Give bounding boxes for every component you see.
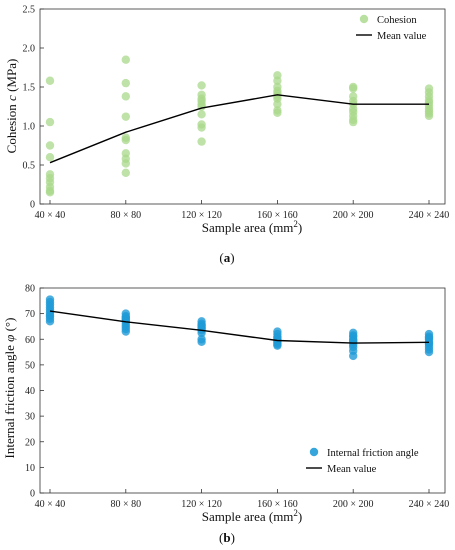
data-point: [121, 327, 130, 336]
plot-area-a: [39, 8, 446, 205]
y-tick-label: 80: [25, 284, 35, 295]
x-tick-label: 80 × 80: [110, 210, 141, 221]
x-tick-label: 40 × 40: [35, 499, 66, 510]
y-ticks-b: 0 10 20 30 40 50 60 70 80: [25, 284, 44, 500]
data-point: [349, 84, 358, 93]
x-axis-label-a: Sample area (mm2): [202, 219, 303, 235]
data-point: [121, 168, 130, 177]
data-point: [121, 92, 130, 101]
legend-marker-cohesion: [359, 14, 369, 24]
legend-label-friction: Internal friction angle: [327, 448, 419, 459]
mean-line-b: [49, 310, 430, 344]
data-point: [424, 347, 434, 357]
caption-a: (a): [219, 250, 234, 265]
y-tick-label: 1.5: [23, 83, 36, 94]
x-ticks-a: 40 × 40 80 × 80 120 × 120 160 × 160 200 × 20…: [35, 200, 450, 221]
data-point: [197, 110, 206, 119]
data-point: [197, 81, 206, 90]
data-point: [121, 112, 130, 121]
data-point: [197, 137, 206, 146]
mean-line-a: [49, 94, 429, 164]
data-point: [424, 111, 434, 121]
y-tick-label: 0: [30, 200, 35, 211]
data-point: [121, 78, 130, 88]
legend-b: Internal friction angle Mean value: [306, 447, 419, 475]
x-tick-label: 120 × 120: [181, 499, 222, 510]
x-tick-label: 160 × 160: [257, 499, 298, 510]
data-point: [273, 76, 282, 85]
points-b: [45, 295, 434, 361]
data-point: [45, 141, 55, 150]
y-tick-label: 50: [25, 360, 35, 371]
data-point: [273, 341, 282, 350]
data-point: [45, 153, 55, 162]
data-point: [121, 135, 130, 145]
data-point: [45, 76, 55, 85]
data-point: [349, 117, 358, 127]
y-tick-label: 0: [30, 489, 35, 500]
x-tick-label: 200 × 200: [333, 499, 374, 510]
data-point: [273, 99, 282, 109]
legend-label-mean-a: Mean value: [377, 31, 427, 42]
x-axis-label-b: Sample area (mm2): [202, 508, 303, 524]
data-point: [273, 108, 282, 117]
data-point: [197, 337, 206, 347]
y-tick-label: 30: [25, 412, 35, 423]
y-tick-label: 0.5: [23, 161, 36, 172]
y-tick-label: 1.0: [23, 122, 36, 133]
panel-a: 0 0.5 1.0 1.5 2.0 2.5 40 × 40 80 × 80 120 × 120…: [4, 5, 449, 266]
x-ticks-b: 40 × 40 80 × 80 120 × 120 160 × 160 200 × 20…: [35, 489, 450, 510]
y-ticks-a: 0 0.5 1.0 1.5 2.0 2.5: [23, 5, 44, 211]
x-tick-label: 160 × 160: [257, 210, 298, 221]
y-tick-label: 2.0: [23, 44, 36, 55]
panel-b: 0 10 20 30 40 50 60 70 80 40 × 40 80 × 80 120 × 12…: [2, 284, 449, 546]
x-tick-label: 240 × 240: [409, 499, 450, 510]
y-tick-label: 70: [25, 309, 35, 320]
y-tick-label: 2.5: [23, 5, 36, 16]
data-point: [121, 55, 130, 64]
x-tick-label: 40 × 40: [35, 210, 66, 221]
data-point: [45, 188, 55, 197]
points-a: [45, 55, 434, 197]
y-tick-label: 40: [25, 386, 35, 397]
legend-label-mean-b: Mean value: [327, 464, 377, 475]
x-tick-label: 200 × 200: [333, 210, 374, 221]
legend-a: Cohesion Mean value: [356, 14, 427, 42]
y-tick-label: 60: [25, 335, 35, 346]
data-point: [45, 317, 55, 326]
data-point: [349, 351, 358, 361]
data-point: [121, 159, 130, 168]
x-tick-label: 80 × 80: [110, 499, 141, 510]
y-axis-label-b: Internal friction angle φ (°): [2, 318, 17, 459]
legend-marker-friction: [309, 447, 319, 457]
x-tick-label: 120 × 120: [181, 210, 222, 221]
data-point: [197, 123, 206, 132]
data-point: [45, 117, 55, 127]
y-tick-label: 20: [25, 437, 35, 448]
y-tick-label: 10: [25, 463, 35, 474]
caption-b: (b): [219, 530, 235, 545]
legend-label-cohesion: Cohesion: [377, 15, 417, 26]
y-axis-label-a: Cohesion c (MPa): [4, 59, 19, 154]
x-tick-label: 240 × 240: [409, 210, 450, 221]
